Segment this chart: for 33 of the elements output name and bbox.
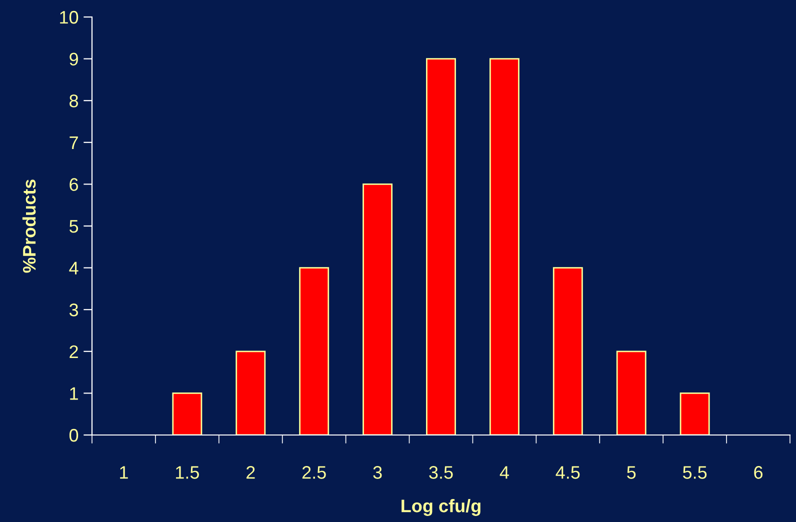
- y-axis-title: %Products: [22, 180, 36, 273]
- bar: [552, 267, 583, 435]
- x-tick-label: 4.5: [556, 466, 580, 479]
- bar: [489, 58, 520, 435]
- bar: [299, 267, 330, 435]
- y-tick-label: 6: [70, 178, 78, 191]
- x-tick-label: 2: [246, 466, 255, 479]
- y-tick-label: 8: [70, 94, 78, 108]
- bar: [616, 350, 646, 435]
- y-tick-label: 5: [69, 220, 78, 233]
- x-tick-label: 5: [627, 466, 636, 479]
- bar: [236, 350, 266, 435]
- y-tick-label: 9: [70, 52, 78, 66]
- x-tick-label: 1.5: [176, 466, 199, 479]
- x-tick-label: 3: [373, 466, 382, 479]
- bar: [426, 58, 456, 435]
- y-tick-label: 3: [69, 304, 78, 316]
- y-tick-label: 10: [60, 10, 78, 24]
- x-tick-label: 2.5: [302, 466, 326, 479]
- bar: [362, 184, 393, 435]
- x-axis-title: Log cfu/g: [402, 499, 480, 516]
- y-tick-label: 4: [69, 262, 78, 274]
- y-tick-label: 0: [69, 428, 78, 442]
- y-tick-label: 7: [70, 136, 78, 149]
- x-tick-label: 1: [120, 466, 128, 479]
- bar: [680, 392, 710, 435]
- bar: [172, 392, 202, 435]
- x-tick-label: 5.5: [682, 466, 707, 479]
- y-tick-label: 1: [70, 387, 78, 400]
- x-tick-label: 4: [500, 466, 509, 479]
- y-tick-label: 2: [70, 345, 78, 358]
- x-tick-label: 6: [754, 466, 762, 479]
- x-tick-label: 3.5: [429, 466, 453, 479]
